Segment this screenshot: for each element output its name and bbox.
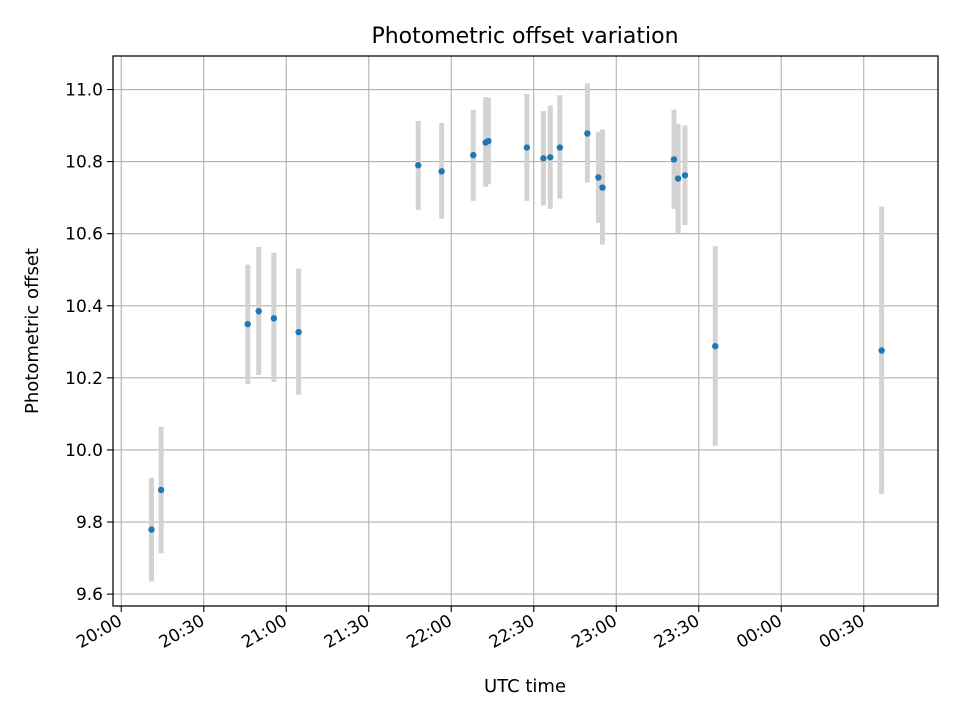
plot-frame	[112, 55, 939, 607]
y-tick-label: 10.0	[65, 441, 103, 461]
data-point	[540, 155, 547, 162]
data-point	[244, 320, 251, 328]
data-point	[599, 184, 606, 191]
y-axis-label: Photometric offset	[22, 248, 43, 414]
x-tick-label: 22:00	[403, 611, 455, 653]
x-axis: 20:00 20:30 21:00 21:30 22:00 22:30 23:00 23:30…	[73, 606, 868, 653]
data-point	[712, 342, 719, 350]
y-tick-label: 10.2	[65, 369, 103, 389]
data-point	[681, 172, 689, 179]
y-tick-label: 10.6	[65, 225, 103, 245]
data-point	[556, 144, 564, 151]
y-tick-label: 11.0	[65, 81, 103, 101]
data-point	[595, 174, 602, 181]
data-point	[415, 162, 422, 169]
y-tick-label: 9.6	[76, 585, 103, 605]
data-point	[523, 144, 531, 151]
data-point	[438, 168, 445, 175]
y-tick-label: 9.8	[76, 513, 103, 533]
x-tick-label: 00:30	[816, 611, 868, 653]
x-axis-label: UTC time	[484, 676, 566, 697]
data-point	[270, 315, 278, 322]
x-tick-label: 00:00	[733, 611, 785, 653]
x-tick-label: 22:30	[486, 611, 538, 653]
x-tick-label: 21:00	[238, 611, 290, 653]
y-tick-label: 10.4	[65, 297, 103, 317]
grid-lines	[113, 56, 938, 606]
data-point	[295, 328, 302, 336]
chart-title: Photometric offset variation	[371, 24, 678, 49]
data-point	[470, 151, 477, 159]
data-point	[547, 154, 554, 161]
data-point	[878, 347, 885, 354]
data-point	[148, 526, 155, 533]
data-point	[674, 175, 682, 182]
y-tick-label: 10.8	[65, 153, 103, 173]
x-tick-label: 20:00	[73, 611, 125, 653]
data-point	[485, 137, 492, 145]
data-point	[670, 156, 678, 163]
y-axis: 9.6 9.8 10.0 10.2 10.4 10.6 10.8 11.0	[65, 81, 113, 605]
x-tick-label: 23:00	[568, 611, 620, 653]
x-tick-label: 21:30	[321, 611, 373, 653]
data-point	[584, 130, 591, 137]
x-tick-label: 20:30	[156, 611, 208, 653]
x-tick-label: 23:30	[651, 611, 703, 653]
data-point	[255, 307, 262, 315]
data-points	[148, 130, 885, 533]
data-point	[157, 486, 165, 494]
